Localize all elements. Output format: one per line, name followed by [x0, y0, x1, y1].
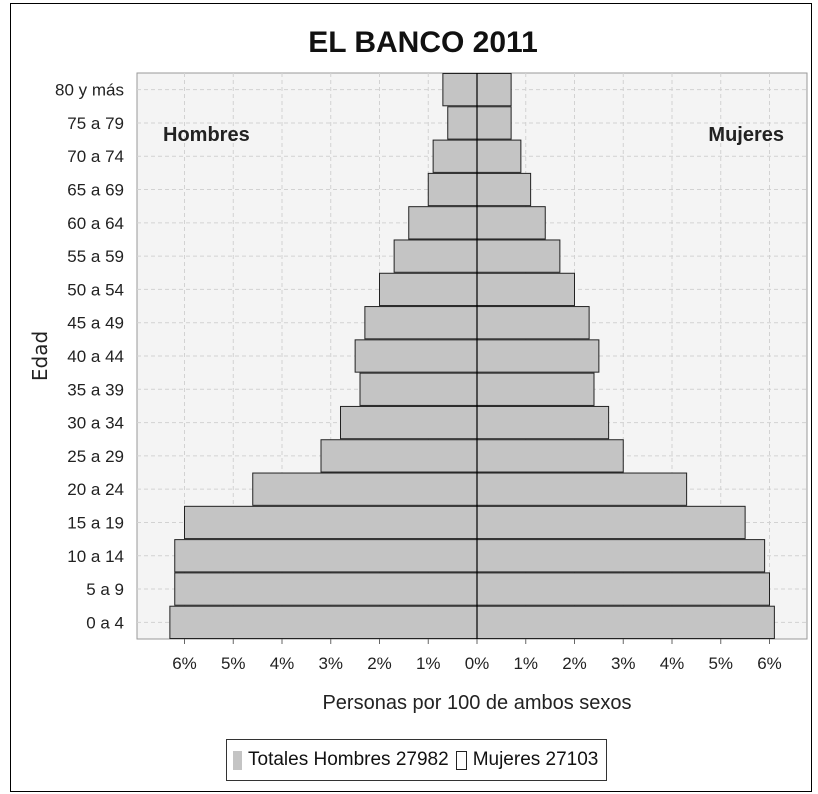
- legend: Totales Hombres 27982 Mujeres 27103: [226, 739, 608, 781]
- bar-hombres-4: [252, 472, 478, 506]
- bar-hombres-5: [320, 439, 478, 473]
- bar-mujeres-2: [476, 539, 766, 573]
- y-tick-label-11: 55 a 59: [67, 247, 124, 266]
- bar-mujeres-10: [476, 272, 575, 307]
- legend-entry-mujeres: Mujeres 27103: [472, 749, 599, 770]
- bar-mujeres-7: [476, 372, 595, 406]
- population-pyramid-chart: EL BANCO 2011 0 a 4 5 a 9 10 a 14 15 a 19 20…: [28, 26, 808, 714]
- y-tick-label-2: 10 a 14: [67, 547, 124, 566]
- hombres-label: Hombres: [163, 124, 250, 146]
- bar-hombres-7: [359, 372, 478, 406]
- x-tick-label-9: 3%: [611, 654, 636, 673]
- y-tick-label-3: 15 a 19: [67, 513, 124, 532]
- y-tick-label-6: 30 a 34: [67, 414, 124, 433]
- bars-group: [169, 73, 775, 639]
- y-tick-label-10: 50 a 54: [67, 280, 124, 299]
- bar-hombres-12: [408, 206, 478, 240]
- y-tick-label-9: 45 a 49: [67, 314, 124, 333]
- bar-hombres-6: [340, 405, 478, 440]
- x-tick-label-8: 2%: [562, 654, 587, 673]
- bar-hombres-10: [379, 272, 478, 307]
- bar-mujeres-6: [476, 405, 610, 440]
- x-tick-label-12: 6%: [757, 654, 782, 673]
- bar-hombres-16: [442, 73, 478, 107]
- x-tick-label-11: 5%: [708, 654, 733, 673]
- y-tick-label-1: 5 a 9: [86, 580, 124, 599]
- bar-mujeres-15: [476, 106, 512, 140]
- y-tick-label-13: 65 a 69: [67, 181, 124, 200]
- x-tick-label-7: 1%: [513, 654, 538, 673]
- chart-frame: EL BANCO 2011 0 a 4 5 a 9 10 a 14 15 a 19 20…: [10, 3, 812, 792]
- y-tick-label-16: 80 y más: [55, 81, 124, 100]
- x-tick-label-0: 6%: [172, 654, 197, 673]
- bar-mujeres-1: [476, 572, 770, 606]
- y-tick-label-4: 20 a 24: [67, 480, 124, 499]
- bar-mujeres-4: [476, 472, 688, 506]
- bar-hombres-13: [427, 172, 478, 207]
- bar-mujeres-14: [476, 139, 522, 173]
- x-tick-label-5: 1%: [416, 654, 441, 673]
- bar-mujeres-3: [476, 505, 746, 540]
- y-tick-label-8: 40 a 44: [67, 347, 124, 366]
- y-tick-label-15: 75 a 79: [67, 114, 124, 133]
- legend-entry-hombres: Hombres 27982: [313, 749, 449, 770]
- bar-mujeres-13: [476, 172, 532, 207]
- bar-mujeres-12: [476, 206, 546, 240]
- x-tick-label-3: 3%: [318, 654, 343, 673]
- bar-hombres-0: [169, 605, 478, 639]
- legend-swatch-mujeres: [455, 750, 467, 770]
- y-axis-label: Edad: [28, 331, 52, 381]
- y-tick-label-7: 35 a 39: [67, 380, 124, 399]
- bar-mujeres-11: [476, 239, 561, 273]
- bar-mujeres-0: [476, 605, 775, 639]
- legend-swatch-hombres: [233, 750, 242, 770]
- legend-total-label: Totales: [248, 749, 309, 770]
- mujeres-label: Mujeres: [708, 124, 784, 146]
- bar-hombres-15: [447, 106, 478, 140]
- chart-title: EL BANCO 2011: [308, 26, 538, 59]
- bar-mujeres-5: [476, 439, 624, 473]
- x-axis-label: Personas por 100 de ambos sexos: [322, 692, 631, 714]
- y-tick-label-12: 60 a 64: [67, 214, 124, 233]
- bar-hombres-9: [364, 306, 478, 340]
- bar-mujeres-9: [476, 306, 590, 340]
- y-tick-label-14: 70 a 74: [67, 147, 124, 166]
- bar-hombres-11: [393, 239, 478, 273]
- y-tick-label-5: 25 a 29: [67, 447, 124, 466]
- y-tick-label-0: 0 a 4: [86, 613, 124, 632]
- bar-hombres-2: [174, 539, 478, 573]
- y-tick-labels: 0 a 4 5 a 9 10 a 14 15 a 19 20 a 24 25 a 29 30…: [55, 81, 124, 633]
- bar-mujeres-16: [476, 73, 512, 107]
- x-tick-label-10: 4%: [660, 654, 685, 673]
- x-tick-label-6: 0%: [465, 654, 490, 673]
- x-tick-label-1: 5%: [221, 654, 246, 673]
- x-tick-labels: 6% 5% 4% 3% 2% 1% 0% 1% 2% 3% 4% 5% 6%: [172, 639, 782, 673]
- bar-mujeres-8: [476, 339, 600, 373]
- bar-hombres-1: [174, 572, 478, 606]
- bar-hombres-8: [354, 339, 478, 373]
- bar-hombres-3: [184, 505, 478, 540]
- x-tick-label-2: 4%: [270, 654, 295, 673]
- bar-hombres-14: [432, 139, 478, 173]
- x-tick-label-4: 2%: [367, 654, 392, 673]
